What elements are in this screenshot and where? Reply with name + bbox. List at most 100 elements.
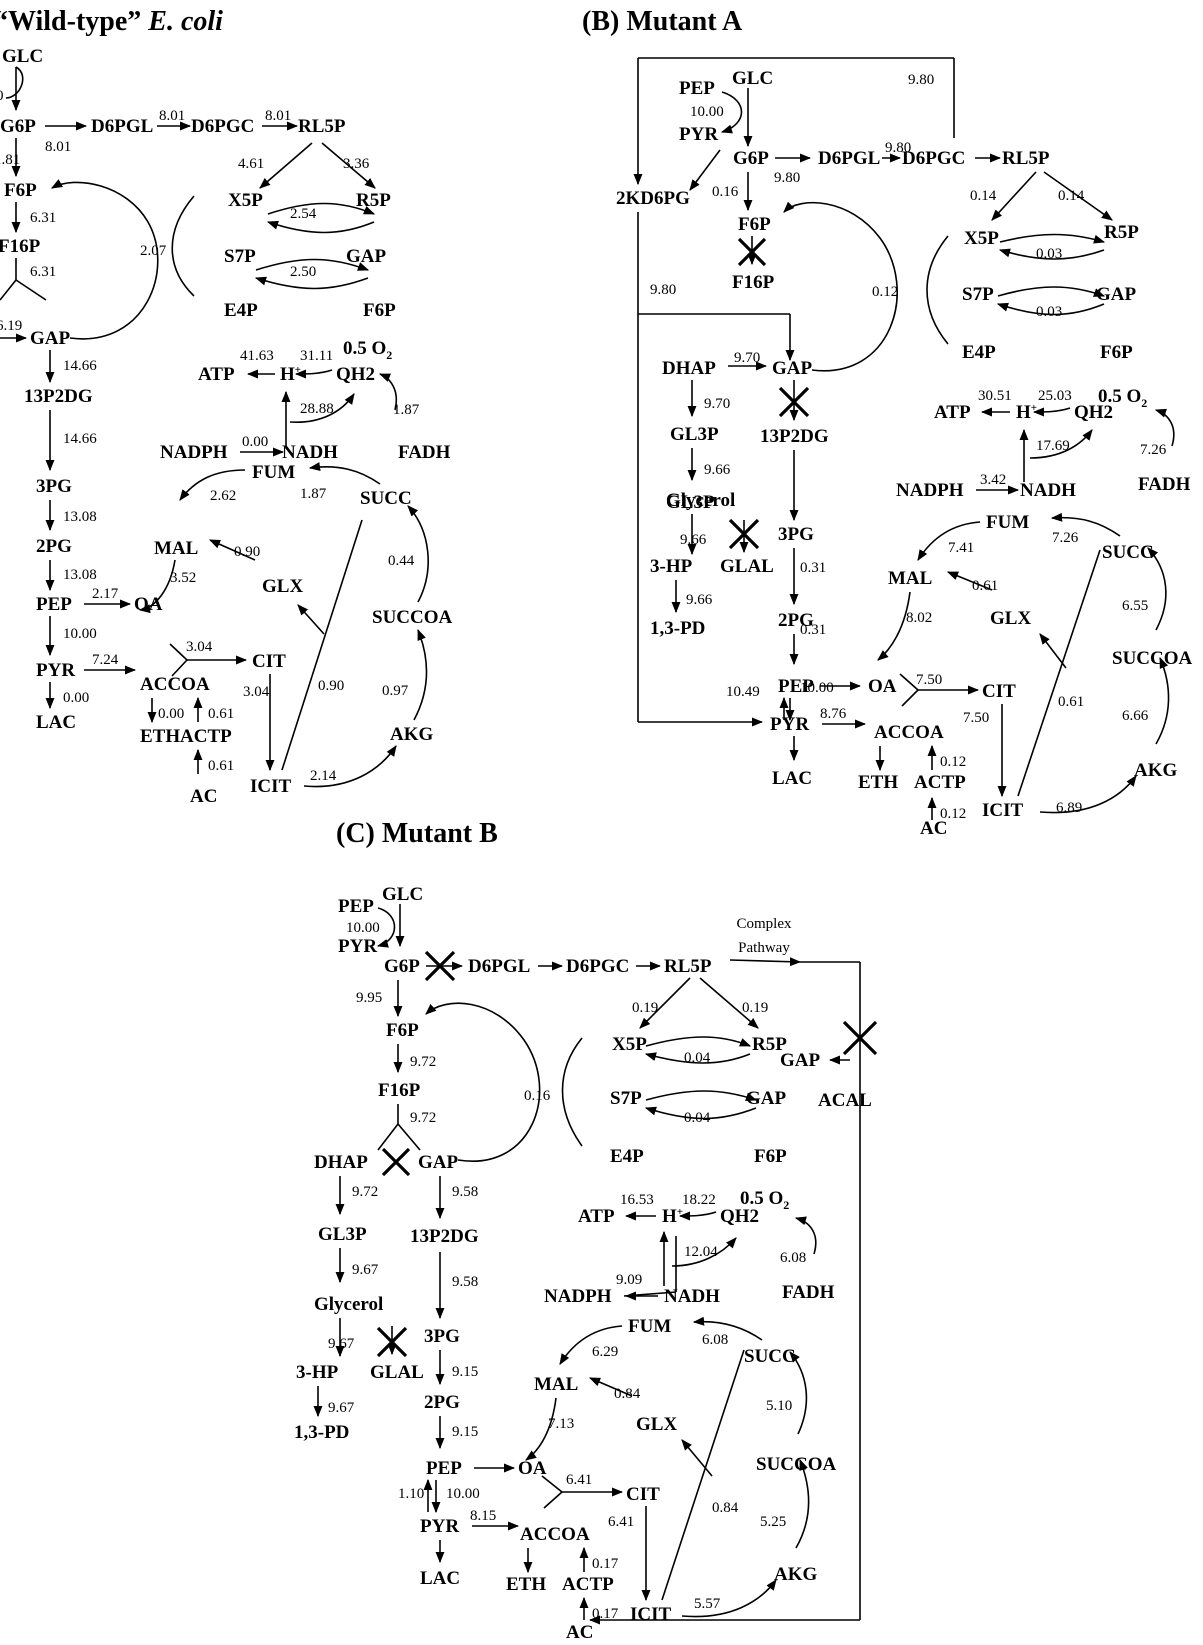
metabolite-oa: OA — [518, 1458, 547, 1479]
metabolite-glycerol: Glycerol — [314, 1294, 383, 1315]
metabolite-atp: ATP — [934, 402, 971, 423]
metabolite-glycerol: Glycerol — [666, 490, 735, 511]
flux-value: 0.61 — [1058, 694, 1084, 710]
metabolite-ac: AC — [566, 1622, 593, 1643]
reaction-arrow — [996, 302, 1105, 316]
metabolite-pep: PEP — [778, 676, 814, 697]
flux-value: 2.54 — [290, 206, 317, 222]
flux-value: 30.51 — [978, 388, 1012, 404]
panel-a-title: “Wild-type” E. coli — [0, 6, 223, 37]
metabolite-dhap: DHAP — [662, 358, 716, 379]
metabolite-actp: ACTP — [914, 772, 966, 793]
reaction-arrow — [789, 1351, 808, 1435]
metabolite-rl5p: RL5P — [298, 116, 346, 137]
flux-value: 0.16 — [524, 1088, 551, 1104]
metabolite-pd13: 1,3-PD — [650, 618, 705, 639]
flux-value: 13.08 — [63, 567, 97, 583]
metabolite-pep: PEP — [36, 594, 72, 615]
pp-bracket — [926, 235, 949, 345]
metabolite-cit: CIT — [626, 1484, 660, 1505]
metabolite-lac: LAC — [420, 1568, 460, 1589]
reaction-arrow — [689, 149, 721, 191]
flux-value: 0.03 — [1036, 304, 1062, 320]
metabolite-fadh: FADH — [1138, 474, 1191, 495]
flux-value: 5.25 — [760, 1514, 786, 1530]
metabolite-x5p: X5P — [612, 1034, 647, 1055]
flux-value: 9.72 — [410, 1054, 436, 1070]
metabolite-pep: PEP — [426, 1458, 462, 1479]
pathway-line — [377, 1123, 399, 1151]
flux-value: 17.69 — [1036, 438, 1070, 454]
flux-value: 6.31 — [30, 210, 56, 226]
flux-value: 8.01 — [45, 139, 71, 155]
flux-value: 7.26 — [1052, 530, 1079, 546]
flux-value: 9.15 — [452, 1424, 478, 1440]
metabolite-fadh: FADH — [782, 1282, 835, 1303]
metabolite-p3pg: 3PG — [424, 1326, 460, 1347]
flux-value: 0.00 — [158, 706, 184, 722]
flux-value: 9.09 — [616, 1272, 642, 1288]
metabolite-o2: 0.5 O2 — [1098, 386, 1147, 410]
pts-curve — [5, 66, 24, 99]
metabolite-nadh: NADH — [282, 442, 338, 463]
metabolite-akg: AKG — [774, 1564, 818, 1585]
flux-value: 6.31 — [30, 264, 56, 280]
metabolite-o2: 0.5 O2 — [343, 338, 392, 362]
flux-value: 10.49 — [726, 684, 760, 700]
metabolite-mal: MAL — [154, 538, 198, 559]
pathway-line — [899, 673, 919, 691]
flux-value: 14.66 — [63, 358, 97, 374]
flux-value: 6.89 — [1056, 800, 1082, 816]
metabolite-nadph: NADPH — [544, 1286, 612, 1307]
metabolite-f16p: F16P — [0, 236, 41, 257]
metabolite-cit: CIT — [982, 681, 1016, 702]
metabolite-atp: ATP — [578, 1206, 615, 1227]
metabolite-f16p: F16P — [732, 272, 775, 293]
metabolite-pyr: PYR — [420, 1516, 459, 1537]
reaction-arrow — [294, 369, 333, 379]
metabolite-g6p: G6P — [733, 148, 769, 169]
metabolite-d6pgc: D6PGC — [566, 956, 629, 977]
flux-value: 2.14 — [310, 768, 337, 784]
flux-value: 8.01 — [265, 108, 291, 124]
pathway-line — [661, 1349, 745, 1601]
flux-value: 0.44 — [388, 553, 415, 569]
flux-value: 2.17 — [92, 586, 119, 602]
flux-value: 0.14 — [970, 188, 997, 204]
flux-value: 9.70 — [734, 350, 760, 366]
metabolite-nadph: NADPH — [896, 480, 964, 501]
metabolite-acal: ACAL — [818, 1090, 872, 1111]
pts-curve — [376, 907, 396, 948]
flux-value: 1.10 — [398, 1486, 424, 1502]
flux-value: 3.36 — [343, 156, 370, 172]
metabolite-fum: FUM — [252, 462, 295, 483]
flux-value: 9.80 — [885, 140, 911, 156]
flux-value: 0.04 — [684, 1050, 711, 1066]
pathway-line — [543, 1491, 563, 1509]
metabolite-d6pgl: D6PGL — [468, 956, 530, 977]
metabolite-accoa: ACCOA — [874, 722, 944, 743]
flux-value: 12.04 — [684, 1244, 718, 1260]
flux-value: 9.67 — [328, 1336, 355, 1352]
flux-value: 9.58 — [452, 1274, 478, 1290]
reaction-arrow — [1039, 633, 1067, 669]
metabolite-pd13: 1,3-PD — [294, 1422, 349, 1443]
metabolite-f6p: F6P — [738, 214, 771, 235]
metabolite-gap: GAP — [746, 1088, 787, 1109]
flux-value: 9.80 — [774, 170, 800, 186]
flux-value: 9.66 — [680, 532, 707, 548]
reaction-arrow — [729, 957, 802, 967]
flux-value: 6.41 — [566, 1472, 592, 1488]
flux-value: 6.08 — [702, 1332, 728, 1348]
metabolite-qh2: QH2 — [720, 1206, 759, 1227]
flux-value: 0.61 — [208, 706, 234, 722]
metabolite-g6p: G6P — [0, 116, 36, 137]
flux-value: 0.31 — [800, 622, 826, 638]
reaction-arrow — [289, 393, 355, 423]
flux-value: 0.19 — [632, 1000, 658, 1016]
reaction-arrow — [308, 462, 381, 485]
flux-value: 0.97 — [382, 683, 409, 699]
pathway-line — [171, 659, 188, 677]
metabolite-p2pg: 2PG — [778, 610, 814, 631]
flux-value: 0.17 — [592, 1606, 619, 1622]
